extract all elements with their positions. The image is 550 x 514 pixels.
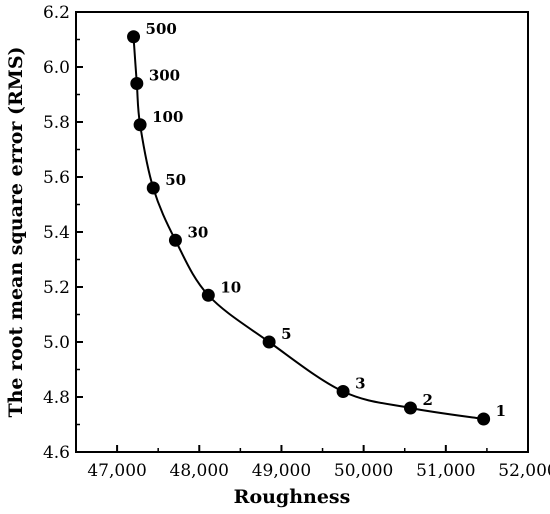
data-point (130, 77, 144, 90)
data-point-label: 50 (165, 171, 186, 189)
y-tick-label: 4.8 (43, 388, 70, 408)
y-tick-label: 5.8 (43, 113, 70, 133)
data-point-label: 100 (152, 108, 183, 126)
data-point-label: 3 (355, 375, 365, 393)
data-point (262, 335, 276, 349)
data-point (201, 288, 215, 302)
data-point-label: 1 (496, 402, 506, 420)
data-point (336, 385, 350, 398)
x-tick-label: 52,000 (498, 461, 550, 481)
y-tick-label: 5.2 (43, 278, 70, 298)
y-axis-ticks: 4.6 4.8 5.0 5.2 5.4 5.6 5.8 6.0 6.2 (43, 3, 83, 463)
x-tick-label: 50,000 (334, 461, 393, 481)
y-tick-label: 5.0 (43, 333, 70, 353)
x-axis-ticks: 47,000 48,000 49,000 50,000 51,000 52,000 (75, 445, 550, 481)
data-points (127, 30, 491, 426)
y-tick-label: 5.4 (43, 223, 70, 243)
data-point-label: 30 (187, 223, 208, 241)
series-line (132, 36, 484, 420)
data-point (133, 118, 147, 132)
data-point-label: 500 (146, 20, 177, 38)
x-tick-label: 48,000 (170, 461, 229, 481)
data-point (168, 233, 182, 247)
x-axis-title: Roughness (234, 486, 351, 508)
data-point (127, 30, 141, 44)
data-point (146, 181, 160, 195)
x-tick-label: 51,000 (416, 461, 475, 481)
data-point (403, 401, 417, 415)
data-point-label: 10 (220, 278, 241, 296)
y-tick-label: 6.2 (43, 3, 70, 23)
x-tick-label: 47,000 (87, 461, 146, 481)
data-point-labels: 500 300 100 50 30 10 5 3 2 1 (146, 20, 507, 420)
plot-frame (75, 11, 529, 453)
y-axis-title: The root mean square error (RMS) (5, 46, 27, 417)
data-point-label: 2 (422, 391, 432, 409)
y-tick-label: 5.6 (43, 168, 70, 188)
data-point-label: 5 (281, 325, 291, 343)
y-tick-label: 6.0 (43, 58, 70, 78)
data-point-label: 300 (149, 67, 180, 85)
data-point (477, 412, 491, 426)
y-tick-label: 4.6 (43, 443, 70, 463)
x-tick-label: 49,000 (252, 461, 311, 481)
